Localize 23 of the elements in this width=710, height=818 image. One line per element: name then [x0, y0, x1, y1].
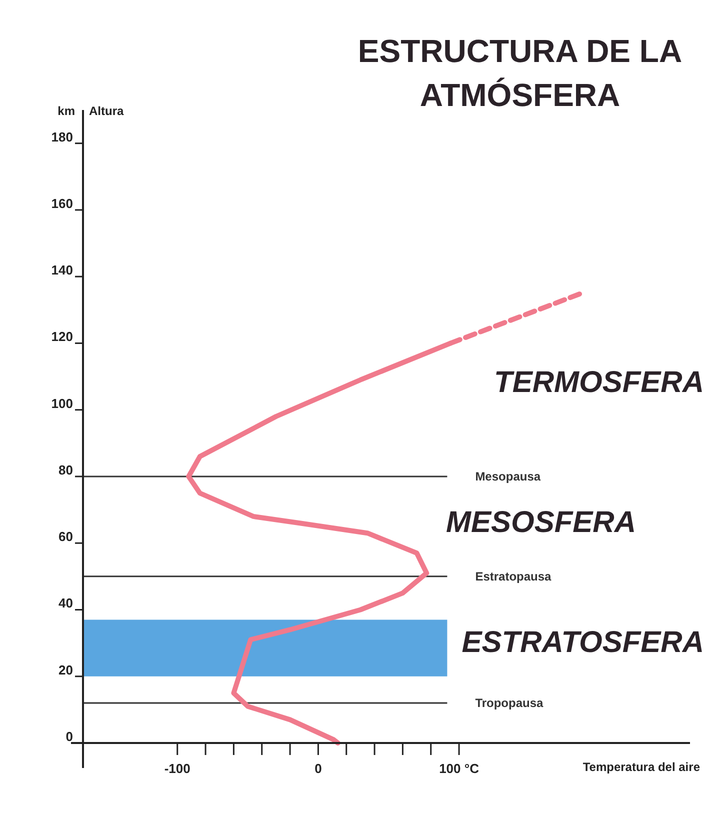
annotation: ESTRATOSFERA — [462, 626, 704, 659]
annotation: TERMOSFERA — [494, 366, 704, 399]
y-tick-label: 180 — [51, 129, 73, 144]
y-tick-label: 140 — [51, 262, 73, 278]
ref-line-label: Mesopausa — [475, 469, 541, 484]
y-tick-label: 120 — [51, 329, 73, 344]
x-tick-label: 100 °C — [439, 761, 480, 776]
y-tick-label: 40 — [58, 596, 73, 611]
x-axis-title: Temperatura del aire — [582, 760, 700, 774]
text: km — [58, 104, 75, 118]
y-tick-label: 20 — [58, 662, 73, 678]
ref-line-label: Tropopausa — [475, 696, 544, 710]
x-tick-label: -100 — [164, 761, 190, 776]
y-axis-title: Altura — [89, 104, 124, 118]
y-tick-label: 160 — [51, 196, 73, 211]
y-tick-label: 100 — [51, 396, 73, 411]
y-tick-label: 0 — [66, 729, 73, 744]
y-tick-label: 80 — [58, 462, 73, 478]
chart-title: ESTRUCTURA DE LA ATMÓSFERA — [358, 33, 682, 113]
ref-line-label: Estratopausa — [475, 569, 552, 584]
y-tick-label: 60 — [58, 529, 73, 544]
x-tick-label: 0 — [314, 761, 322, 776]
annotation: MESOSFERA — [446, 506, 636, 539]
